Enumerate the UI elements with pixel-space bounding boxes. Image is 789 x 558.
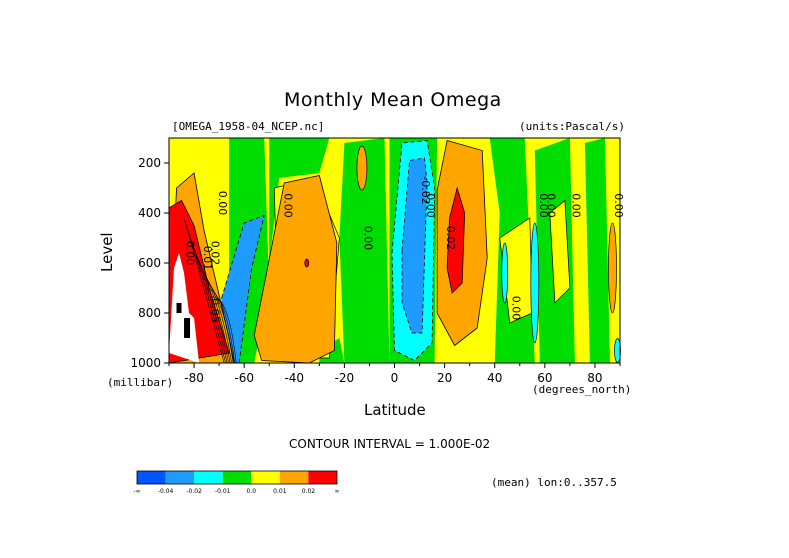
blob-1	[608, 222, 617, 314]
contour-line-4	[195, 257, 231, 364]
colorbar-frame	[136, 470, 338, 485]
colorbar-label-1: -0.04	[158, 488, 174, 495]
contour-label-0: 0.00	[184, 241, 197, 266]
x-tick-label: 0	[391, 371, 399, 385]
colorbar-swatch-6	[308, 471, 337, 484]
blob-2	[501, 242, 509, 304]
y-tick-label: 400	[138, 206, 161, 220]
contour-line-5	[198, 267, 232, 364]
colorbar-swatch-1	[165, 471, 195, 484]
region-2	[446, 186, 466, 294]
mean-lon-label: (mean) lon:0..357.5	[491, 476, 617, 489]
region-5	[221, 214, 265, 364]
contour-label-2: 0.02	[209, 241, 222, 266]
units-label: (units:Pascal/s)	[519, 120, 625, 133]
page-title: Monthly Mean Omega	[284, 89, 502, 111]
colorbar-label-6: 0.02	[302, 488, 316, 495]
colorbar-label-2: -0.02	[186, 488, 202, 495]
colorbar-label-3: -0.01	[215, 488, 231, 495]
contour-line-8	[207, 296, 237, 364]
contour-label-8: 0.00	[424, 193, 437, 218]
contour-label-3: 0.05	[209, 298, 222, 323]
file-label: [OMEGA_1958-04_NCEP.nc]	[172, 120, 325, 133]
contour-label-5: 0.00	[281, 193, 294, 218]
contour-label-10: 0.00	[509, 296, 522, 321]
x-tick-label: -60	[234, 371, 254, 385]
x-tick-label: -20	[335, 371, 355, 385]
x-tick-label: 40	[487, 371, 502, 385]
contour-label-4: 0.00	[216, 191, 229, 216]
contour-label-9: 0.02	[444, 226, 457, 251]
blob-5	[304, 258, 310, 268]
contour-interval-label: CONTOUR INTERVAL = 1.000E-02	[289, 437, 491, 451]
x-tick-label: 80	[587, 371, 602, 385]
y-tick-label: 1000	[130, 356, 161, 370]
contour-label-6: 0.00	[361, 226, 374, 251]
contour-line-2	[189, 237, 228, 364]
contour-label-1: 0.01	[201, 246, 214, 271]
contour-label-7: -0.02	[419, 176, 432, 204]
colorbar-label-0: -∞	[133, 488, 140, 495]
region-0	[253, 175, 338, 364]
colorbar-swatch-0	[137, 471, 166, 484]
x-tick-label: -40	[284, 371, 304, 385]
contour-label-14: 0.00	[612, 193, 625, 218]
colorbar-label-5: 0.01	[273, 488, 287, 495]
colorbar-label-4: 0.0	[247, 488, 257, 495]
missing-block-2	[184, 318, 191, 338]
x-tick-label: 60	[537, 371, 552, 385]
y-tick-label: 200	[138, 156, 161, 170]
y-tick-label: 800	[138, 306, 161, 320]
contour-line-7	[205, 287, 235, 364]
contour-label-12: 0.00	[544, 193, 557, 218]
topography-mask	[169, 253, 200, 363]
colorbar-label-7: ∞	[335, 488, 340, 495]
negative-band-1	[269, 138, 330, 263]
contour-line-6	[201, 277, 234, 364]
region-4	[401, 157, 428, 334]
y-tick-label: 600	[138, 256, 161, 270]
negative-band-2	[339, 138, 390, 363]
colorbar-swatch-4	[251, 471, 280, 484]
contour-line-0	[183, 217, 225, 364]
colorbar-swatch-2	[194, 471, 223, 484]
colorbar-swatch-3	[222, 471, 252, 484]
x-axis-title: Latitude	[364, 401, 426, 419]
negative-band-6	[584, 138, 610, 363]
x-tick-label: -80	[184, 371, 204, 385]
positive-strip-2	[549, 199, 571, 304]
y-axis-title: Level	[98, 232, 116, 272]
contour-label-13: 0.00	[569, 193, 582, 218]
contour-label-11: 0.00	[537, 193, 550, 218]
missing-block-1	[176, 303, 182, 313]
colorbar-swatch-5	[279, 471, 309, 484]
x-units-label: (degrees_north)	[532, 383, 632, 396]
blob-3	[530, 222, 540, 344]
y-units-label: (millibar)	[107, 376, 174, 389]
blob-0	[356, 145, 368, 191]
x-tick-label: 20	[437, 371, 452, 385]
